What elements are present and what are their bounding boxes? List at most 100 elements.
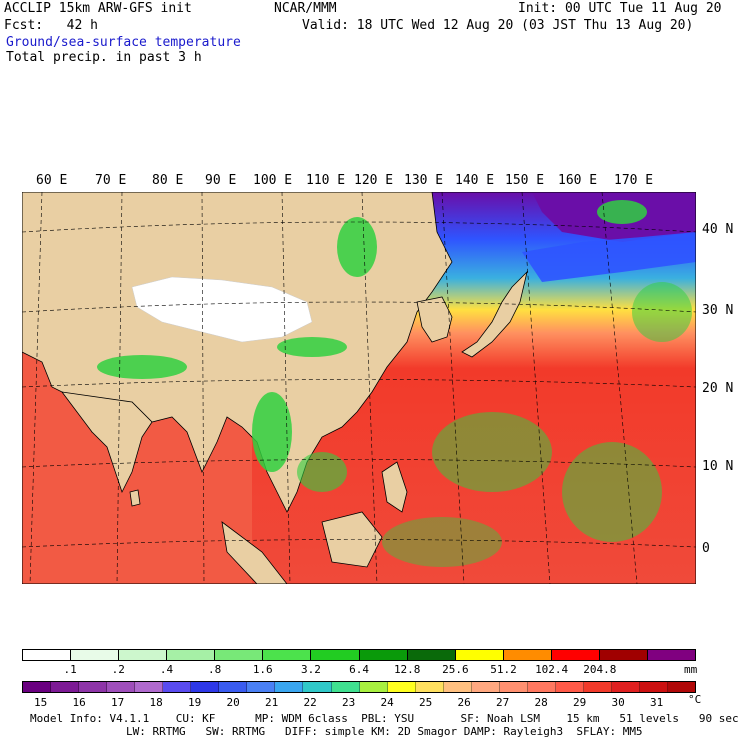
precip-tick-label: 12.8	[393, 663, 421, 676]
temperature-tick-label: 16	[72, 696, 86, 709]
temperature-color-swatch	[331, 682, 360, 692]
temperature-tick-label: 29	[573, 696, 587, 709]
temperature-tick-label: 30	[611, 696, 625, 709]
temperature-color-swatch	[527, 682, 556, 692]
precip-color-swatch	[599, 650, 649, 660]
precip-color-swatch	[215, 650, 264, 660]
lon-label: 90 E	[205, 173, 237, 188]
temperature-colorbar	[22, 681, 696, 693]
temperature-tick-label: 19	[188, 696, 202, 709]
precip-color-swatch	[648, 650, 696, 660]
lat-label: 0	[702, 541, 710, 556]
temperature-color-swatch	[107, 682, 136, 692]
temperature-unit: °C	[688, 693, 702, 706]
precip-unit: mm	[684, 663, 698, 676]
temperature-color-swatch	[219, 682, 248, 692]
temperature-color-swatch	[275, 682, 304, 692]
precip-color-swatch	[167, 650, 216, 660]
philippines	[381, 461, 408, 513]
temperature-color-swatch	[555, 682, 584, 692]
temperature-color-swatch	[640, 682, 669, 692]
lon-label: 80 E	[152, 173, 184, 188]
precip-color-swatch	[503, 650, 552, 660]
precip-color-swatch	[311, 650, 360, 660]
temperature-tick-label: 27	[496, 696, 510, 709]
lat-label: 40 N	[702, 222, 734, 237]
temperature-color-swatch	[303, 682, 332, 692]
model-info-line1: Model Info: V4.1.1 CU: KF MP: WDM 6class…	[30, 712, 739, 725]
precip-colorbar	[22, 649, 696, 661]
field-label-temperature: Ground/sea-surface temperature	[6, 35, 241, 50]
model-info-line2: LW: RRTMG SW: RRTMG DIFF: simple KM: 2D …	[126, 725, 643, 738]
sri-lanka	[129, 489, 141, 507]
temperature-tick-label: 31	[650, 696, 664, 709]
temperature-color-swatch	[247, 682, 276, 692]
japan	[461, 270, 528, 358]
precip-tick-label: 102.4	[535, 663, 569, 676]
temperature-color-swatch	[163, 682, 192, 692]
temperature-tick-label: 28	[534, 696, 548, 709]
lat-label: 10 N	[702, 459, 734, 474]
temperature-color-swatch	[471, 682, 500, 692]
precip-tick-label: .2	[111, 663, 125, 676]
lat-label: 20 N	[702, 381, 734, 396]
temperature-tick-label: 24	[380, 696, 394, 709]
cool-sea-band	[522, 232, 696, 282]
temperature-tick-label: 23	[342, 696, 356, 709]
lon-label: 170 E	[614, 173, 654, 188]
lon-label: 120 E	[354, 173, 394, 188]
precip-color-swatch	[71, 650, 120, 660]
weather-map	[22, 192, 696, 584]
precip-tick-label: 3.2	[300, 663, 321, 676]
precip-tick-label: .1	[63, 663, 77, 676]
temperature-tick-label: 21	[265, 696, 279, 709]
lon-label: 110 E	[306, 173, 346, 188]
temperature-tick-label: 25	[419, 696, 433, 709]
temperature-color-swatch	[135, 682, 164, 692]
temperature-tick-label: 17	[111, 696, 125, 709]
run-title: ACCLIP 15km ARW-GFS init	[4, 1, 192, 16]
temperature-color-swatch	[611, 682, 641, 692]
korea	[416, 296, 453, 343]
temperature-color-swatch	[443, 682, 472, 692]
lon-label: 160 E	[558, 173, 598, 188]
valid-time: Valid: 18 UTC Wed 12 Aug 20 (03 JST Thu …	[302, 18, 694, 33]
temperature-tick-label: 26	[457, 696, 471, 709]
lon-label: 150 E	[505, 173, 545, 188]
precip-color-swatch	[263, 650, 312, 660]
precip-color-swatch	[551, 650, 600, 660]
field-label-precip: Total precip. in past 3 h	[6, 50, 202, 65]
temperature-color-swatch	[499, 682, 528, 692]
temperature-color-swatch	[79, 682, 108, 692]
tibet-plateau	[131, 276, 313, 343]
precip-tick-label: 25.6	[442, 663, 469, 676]
grid-lines	[22, 192, 696, 584]
temperature-color-swatch	[359, 682, 388, 692]
lon-label: 140 E	[455, 173, 495, 188]
lon-label: 60 E	[36, 173, 68, 188]
precip-color-swatch	[119, 650, 168, 660]
temperature-color-swatch	[387, 682, 416, 692]
temperature-color-swatch	[583, 682, 612, 692]
precip-tick-label: 6.4	[349, 663, 369, 676]
precip-color-swatch	[359, 650, 408, 660]
precip-tick-label: 204.8	[583, 663, 617, 676]
precip-tick-label: 51.2	[490, 663, 517, 676]
temperature-color-swatch	[51, 682, 80, 692]
temperature-color-swatch	[23, 682, 52, 692]
precip-color-swatch	[407, 650, 456, 660]
temperature-tick-label: 20	[226, 696, 240, 709]
precip-color-swatch	[455, 650, 504, 660]
producer-label: NCAR/MMM	[274, 1, 337, 16]
precip-tick-label: 1.6	[252, 663, 273, 676]
temperature-color-swatch	[191, 682, 220, 692]
init-time: Init: 00 UTC Tue 11 Aug 20	[518, 1, 722, 16]
forecast-hour: Fcst: 42 h	[4, 18, 98, 33]
temperature-tick-label: 15	[34, 696, 48, 709]
lat-label: 30 N	[702, 303, 734, 318]
lon-label: 130 E	[404, 173, 444, 188]
india-peninsula	[61, 391, 153, 494]
temperature-tick-label: 22	[303, 696, 317, 709]
temperature-color-swatch	[415, 682, 444, 692]
temperature-color-swatch	[668, 682, 696, 692]
